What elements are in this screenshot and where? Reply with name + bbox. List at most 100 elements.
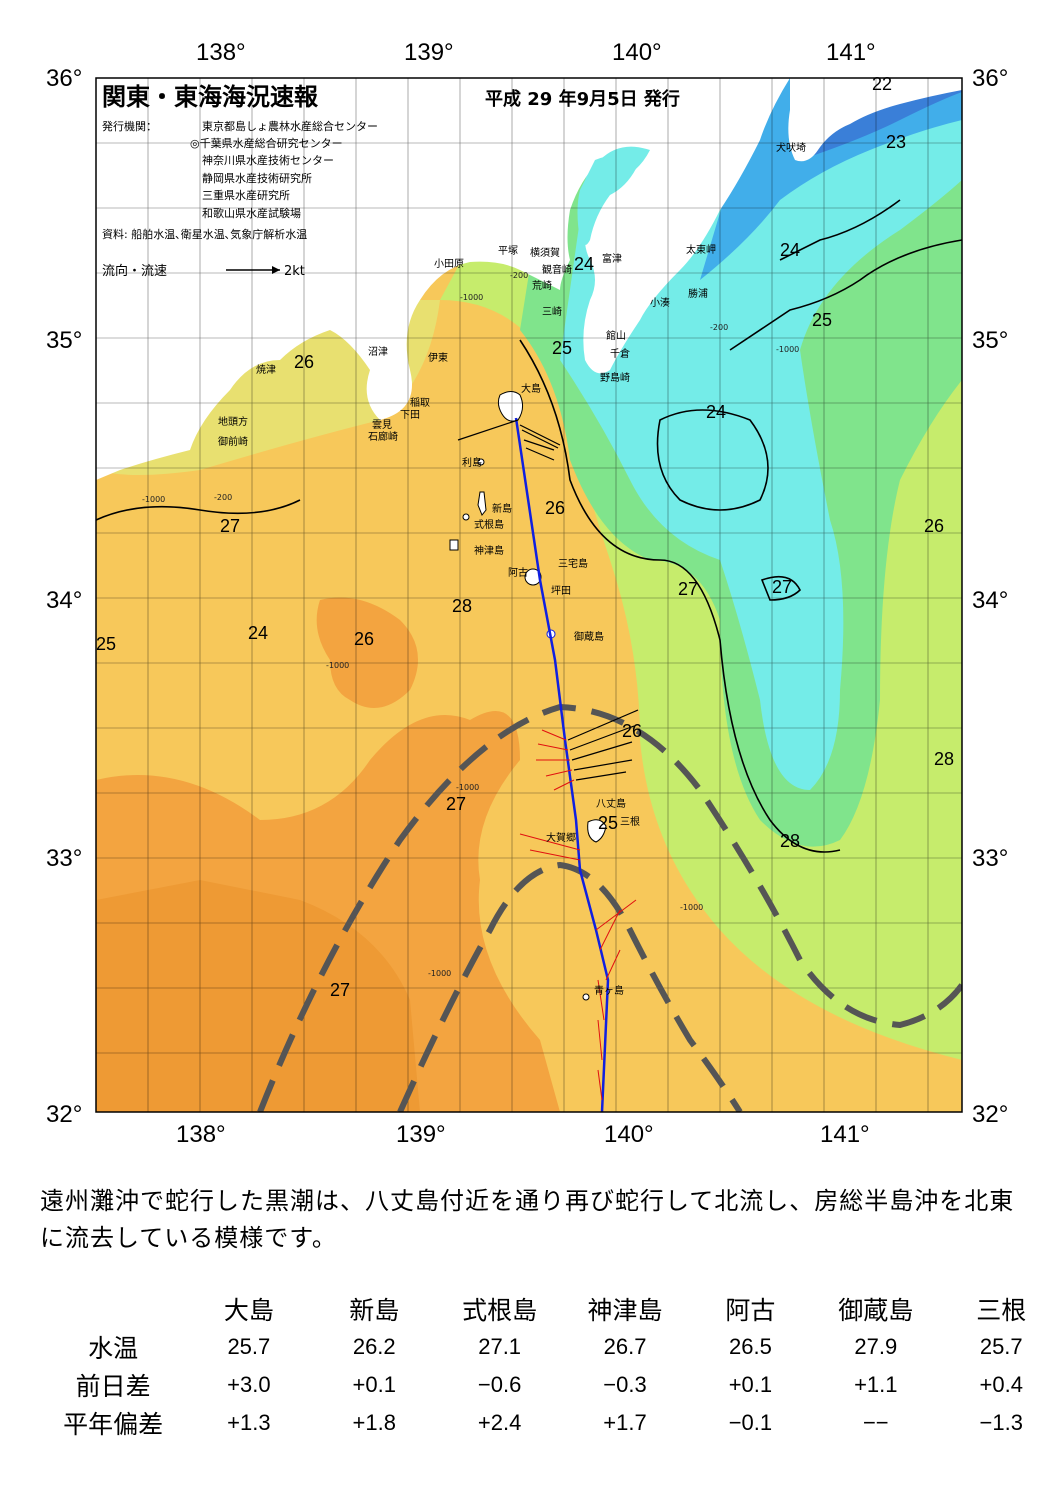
table-cell: −1.3 [979, 1410, 1023, 1435]
island-toshima [477, 458, 485, 466]
isotherm-value-labels: 22 23 24 24 25 25 26 24 26 27 26 27 27 2… [96, 74, 954, 1000]
station-oshima: 大島 [223, 1296, 274, 1325]
depth-label-1000-f: -1000 [680, 903, 703, 912]
issuer-4: 静岡県水産技術研究所 [202, 171, 312, 185]
lon-tick-139-bottom: 139° [396, 1121, 446, 1148]
iso-label-28-a: 26 [354, 629, 374, 649]
row-label-anomaly: 平年偏差 [63, 1410, 164, 1439]
depth-label-200: -200 [510, 271, 528, 280]
current-vector [567, 709, 639, 741]
lon-labels-top: 138° 139° 140° 141° [196, 39, 876, 66]
place-inatori: 稲取 [410, 397, 430, 409]
table-cell: 26.2 [352, 1334, 396, 1359]
data-sources: 資料: 船舶水温､衛星水温､気象庁解析水温 [102, 227, 307, 241]
current-vector [569, 725, 635, 751]
grid [96, 78, 962, 1112]
issuer-5: 三重県水産研究所 [202, 188, 290, 202]
table-cell: −− [862, 1410, 889, 1435]
tokyo-bay [577, 155, 640, 245]
land-honshu [96, 78, 560, 480]
place-irozaki: 石廊崎 [368, 430, 398, 443]
place-yaizu: 焼津 [256, 364, 276, 376]
row-label-temperature: 水温 [88, 1334, 139, 1363]
place-nojimazaki: 野島崎 [600, 371, 630, 384]
table-cell: 26.5 [729, 1334, 772, 1359]
map-title: 関東・東海海況速報 [102, 83, 319, 111]
lat-labels-right: 36° 35° 34° 33° 32° [972, 65, 1008, 1128]
issuer-label: 発行機関： [102, 119, 157, 133]
map-frame [95, 77, 963, 1113]
place-ako: 阿古 [508, 566, 528, 579]
iso-label-26-b: 26 [545, 498, 565, 518]
current-vector [519, 424, 561, 446]
place-aogashima: 青ヶ島 [594, 984, 624, 997]
place-names: 大島 利島 新島 式根島 神津島 三宅島 阿古 坪田 御蔵島 八丈島 三根 大賀… [218, 141, 806, 997]
table-row: 前日差 +3.0 +0.1 −0.6 −0.3 +0.1 +1.1 +0.4 [40, 1366, 1064, 1404]
table-cell: 25.7 [227, 1334, 271, 1359]
iso-label-28-b: 27 [446, 794, 466, 814]
table-row: 平年偏差 +1.3 +1.8 +2.4 +1.7 −0.1 −− −1.3 [40, 1404, 1064, 1442]
place-shimoda: 下田 [400, 410, 420, 421]
iso-label-25-d: 28 [780, 831, 800, 851]
row-label-daily-diff: 前日差 [75, 1372, 151, 1401]
iso-label-25-c: 27 [678, 579, 698, 599]
lat-tick-33-right: 33° [972, 845, 1008, 872]
iso-label-26-d: 26 [622, 721, 642, 741]
current-vector [545, 769, 573, 777]
isotherm-lines [96, 199, 962, 853]
iso-label-28-c: 27 [330, 980, 350, 1000]
iso-label-27-a: 27 [220, 516, 240, 536]
depth-label-200-c: -200 [710, 323, 728, 332]
map-body [96, 78, 962, 1112]
iso-label-26-e: 28 [934, 749, 954, 769]
table-cell: +1.1 [854, 1372, 898, 1397]
place-odawara: 小田原 [434, 258, 464, 270]
current-vectors-black [457, 419, 639, 781]
lat-tick-32-left: 32° [46, 1101, 82, 1128]
island-kozushima [449, 539, 459, 551]
place-hachijojima: 八丈島 [596, 797, 626, 810]
place-katsuura: 勝浦 [688, 287, 708, 300]
depth-label-1000-a: -1000 [460, 293, 483, 302]
lon-tick-140-top: 140° [612, 39, 662, 66]
depth-label-1000-e: -1000 [428, 969, 451, 978]
issuer-1: 東京都島しょ農林水産総合センター [202, 119, 378, 133]
lat-tick-36-right: 36° [972, 65, 1008, 92]
issuer-6: 和歌山県水産試験場 [202, 206, 301, 220]
table-row: 水温 25.7 26.2 27.1 26.7 26.5 27.9 25.7 [40, 1328, 1064, 1366]
iso-label-24-d: 27 [772, 577, 792, 597]
iso-label-24-b: 24 [574, 254, 594, 274]
iso-label-27-b: 28 [452, 596, 472, 616]
current-vector [523, 439, 555, 451]
place-miyakejima: 三宅島 [558, 557, 588, 570]
legend-label: 流向・流速 [102, 263, 167, 279]
lon-tick-141-top: 141° [826, 39, 876, 66]
place-ito: 伊東 [428, 351, 448, 364]
land-boso [560, 78, 790, 374]
island-shikinejima [462, 513, 470, 521]
place-mikurajima: 御蔵島 [574, 630, 604, 643]
table-cell: 25.7 [979, 1334, 1023, 1359]
iso-label-25-b: 25 [552, 338, 572, 358]
table-cell: 27.9 [854, 1334, 898, 1359]
depth-label-1000-b: -1000 [142, 495, 165, 504]
table-cell: +0.1 [728, 1372, 773, 1397]
station-niijima: 新島 [349, 1296, 400, 1325]
place-futtsu: 富津 [602, 252, 622, 265]
station-mitsune: 三根 [976, 1296, 1027, 1325]
iso-label-26-a: 26 [294, 352, 314, 372]
table-cell: −0.6 [477, 1372, 522, 1397]
iso-label-27-d: 25 [96, 634, 116, 654]
current-vector [575, 771, 627, 781]
island-hachijojima [587, 819, 607, 843]
issue-date: 平成 29 年9月5日 発行 [485, 88, 680, 110]
place-omaezaki: 御前崎 [218, 435, 248, 448]
current-vectors-red [519, 729, 637, 1101]
place-jitogata: 地頭方 [218, 415, 248, 428]
depth-label-1000-g: -1000 [776, 345, 799, 354]
lon-tick-141-bottom: 141° [820, 1121, 870, 1148]
place-tsubota: 坪田 [551, 584, 571, 597]
current-vector [457, 419, 519, 441]
current-vector [525, 447, 555, 461]
lat-tick-36-left: 36° [46, 65, 82, 92]
